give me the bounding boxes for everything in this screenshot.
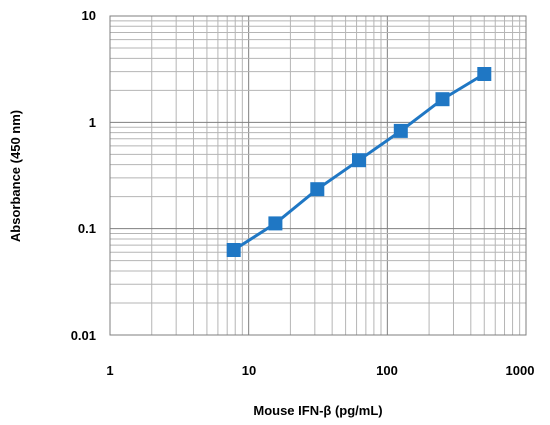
plot-area-border [110,16,526,335]
x-tick-label-1000: 1000 [506,363,535,378]
plot-grid [110,16,526,335]
y-axis-title: Absorbance (450 nm) [8,110,23,242]
y-tick-label-0.01: 0.01 [71,328,96,343]
y-tick-label-0.1: 0.1 [78,221,96,236]
data-point-marker [352,153,366,167]
y-tick-label-1: 1 [89,115,96,130]
data-point-marker [477,67,491,81]
data-point-marker [310,182,324,196]
data-point-marker [394,124,408,138]
data-point-marker [227,243,241,257]
x-axis-title: Mouse IFN-β (pg/mL) [253,403,382,418]
y-tick-label-10: 10 [82,8,96,23]
x-tick-label-100: 100 [376,363,398,378]
data-point-marker [436,92,450,106]
x-tick-label-1: 1 [106,363,113,378]
x-tick-label-10: 10 [242,363,256,378]
data-point-marker [268,216,282,230]
